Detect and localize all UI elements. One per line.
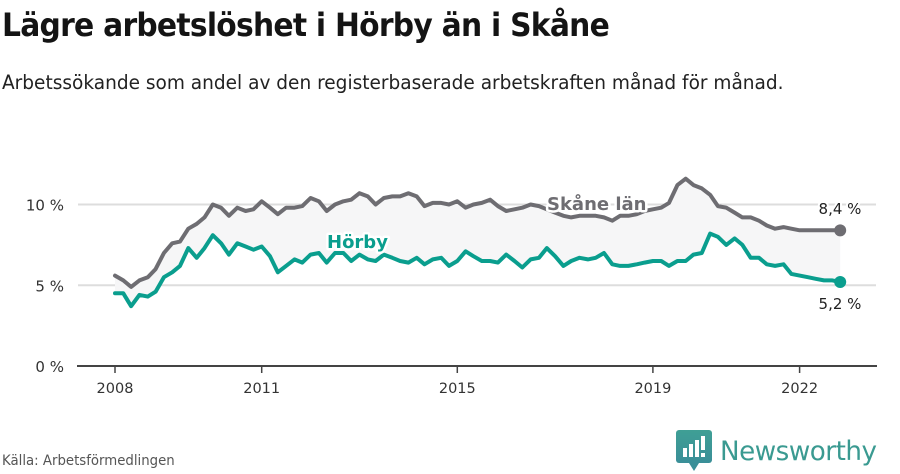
- series-label-horby: Hörby: [327, 232, 388, 253]
- series-line-horby: [113, 231, 843, 309]
- series-label-horby-halo: Hörby: [327, 232, 388, 253]
- newsworthy-logo: Newsworthy: [676, 430, 881, 472]
- x-tick-label: 2022: [781, 381, 818, 397]
- chart-title: Lägre arbetslöshet i Hörby än i Skåne: [2, 6, 610, 44]
- x-axis: 2008 2011 2015 2019 2022: [77, 365, 877, 397]
- end-marker-horby: [834, 276, 847, 289]
- x-tick-label: 2008: [97, 381, 134, 397]
- end-marker-skane: [834, 224, 847, 237]
- y-tick-label: 10 %: [26, 197, 64, 215]
- y-tick-label: 0 %: [35, 358, 64, 376]
- band-between-series: [115, 178, 841, 307]
- logo-wordmark: Newsworthy: [720, 435, 877, 467]
- x-tick-label: 2011: [243, 381, 280, 397]
- series-label-skane: Skåne län: [547, 193, 647, 215]
- chart-subtitle: Arbetssökande som andel av den registerb…: [2, 71, 784, 94]
- x-tick-label: 2019: [634, 381, 671, 397]
- bar-chart-speech-bubble-icon: [676, 430, 712, 471]
- y-axis: 0 % 5 % 10 %: [26, 197, 64, 377]
- x-tick-label: 2015: [439, 381, 476, 397]
- series-label-skane-halo: Skåne län: [547, 193, 647, 215]
- series-line-skane: [113, 176, 843, 289]
- source-note: Källa: Arbetsförmedlingen: [2, 453, 175, 469]
- end-value-horby: 5,2 %: [819, 295, 862, 313]
- y-tick-label: 5 %: [35, 277, 64, 295]
- end-value-skane: 8,4 %: [819, 200, 862, 218]
